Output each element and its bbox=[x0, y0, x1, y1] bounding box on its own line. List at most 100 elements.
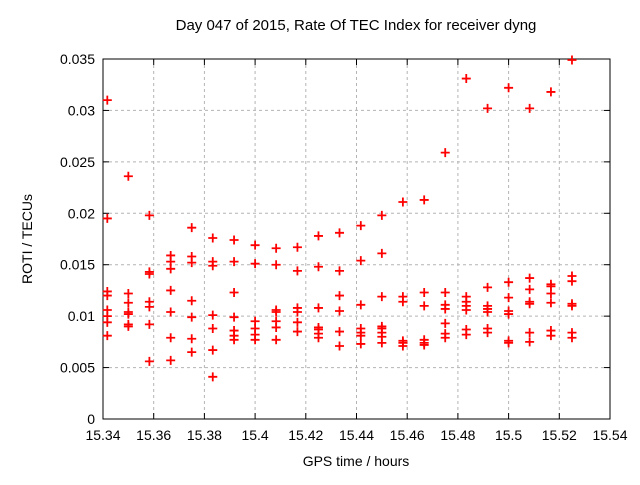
x-tick-label: 15.36 bbox=[136, 427, 171, 443]
data-point-marker bbox=[398, 341, 408, 351]
data-point-marker bbox=[525, 284, 535, 294]
data-point-marker bbox=[398, 197, 408, 207]
data-point-marker bbox=[440, 333, 450, 343]
axis-ticks bbox=[102, 58, 611, 420]
data-point-marker bbox=[335, 327, 345, 337]
data-point-marker bbox=[313, 262, 323, 272]
data-point-marker bbox=[567, 55, 577, 65]
tick-labels: 15.34 15.36 15.38 15.4 15.42 15.44 15.46 15.48 1… bbox=[60, 51, 628, 443]
data-point-marker bbox=[440, 318, 450, 328]
x-tick-label: 15.44 bbox=[339, 427, 374, 443]
data-point-marker bbox=[504, 338, 514, 348]
gridlines bbox=[103, 59, 610, 419]
data-point-marker bbox=[292, 307, 302, 317]
data-point-marker bbox=[187, 334, 197, 344]
data-point-marker bbox=[546, 289, 556, 299]
data-point-marker bbox=[525, 273, 535, 283]
data-point-marker bbox=[271, 260, 281, 270]
data-point-marker bbox=[483, 103, 493, 113]
data-point-marker bbox=[144, 210, 154, 220]
data-point-marker bbox=[567, 301, 577, 311]
data-point-marker bbox=[166, 307, 176, 317]
data-point-marker bbox=[504, 277, 514, 287]
data-point-marker bbox=[377, 248, 387, 258]
data-point-marker bbox=[271, 335, 281, 345]
data-point-marker bbox=[356, 221, 366, 231]
x-tick-label: 15.52 bbox=[542, 427, 577, 443]
data-point-marker bbox=[229, 335, 239, 345]
x-tick-label: 15.54 bbox=[592, 427, 627, 443]
data-point-marker bbox=[356, 339, 366, 349]
data-point-marker bbox=[271, 307, 281, 317]
data-point-marker bbox=[166, 355, 176, 365]
data-point-marker bbox=[166, 264, 176, 274]
y-tick-label: 0.03 bbox=[68, 102, 95, 118]
data-point-marker bbox=[144, 356, 154, 366]
data-point-marker bbox=[419, 287, 429, 297]
x-tick-label: 15.34 bbox=[85, 427, 120, 443]
data-point-marker bbox=[546, 331, 556, 341]
data-point-marker bbox=[504, 83, 514, 93]
data-point-marker bbox=[440, 287, 450, 297]
data-point-marker bbox=[313, 303, 323, 313]
data-point-marker bbox=[461, 74, 471, 84]
data-point-marker bbox=[525, 328, 535, 338]
y-tick-label: 0 bbox=[87, 411, 95, 427]
data-point-marker bbox=[144, 269, 154, 279]
data-point-marker bbox=[102, 213, 112, 223]
data-point-marker bbox=[461, 305, 471, 315]
data-point-marker bbox=[419, 195, 429, 205]
data-point-marker bbox=[377, 338, 387, 348]
data-point-marker bbox=[313, 333, 323, 343]
data-point-marker bbox=[504, 309, 514, 319]
data-point-marker bbox=[356, 331, 366, 341]
data-point-marker bbox=[335, 228, 345, 238]
data-point-marker bbox=[250, 335, 260, 345]
data-point-marker bbox=[335, 341, 345, 351]
x-tick-label: 15.42 bbox=[288, 427, 323, 443]
data-point-marker bbox=[419, 340, 429, 350]
data-point-marker bbox=[504, 293, 514, 303]
data-point-marker bbox=[377, 292, 387, 302]
data-point-marker bbox=[335, 266, 345, 276]
y-tick-label: 0.005 bbox=[60, 360, 95, 376]
x-tick-label: 15.5 bbox=[495, 427, 522, 443]
data-point-marker bbox=[461, 330, 471, 340]
data-point-marker bbox=[208, 310, 218, 320]
data-point-marker bbox=[483, 307, 493, 317]
data-point-marker bbox=[208, 233, 218, 243]
y-tick-label: 0.02 bbox=[68, 205, 95, 221]
data-point-marker bbox=[229, 287, 239, 297]
y-tick-label: 0.035 bbox=[60, 51, 95, 67]
data-point-marker bbox=[271, 322, 281, 332]
data-point-marker bbox=[440, 148, 450, 158]
data-point-marker bbox=[292, 266, 302, 276]
data-point-marker bbox=[208, 261, 218, 271]
data-point-marker bbox=[292, 317, 302, 327]
data-point-marker bbox=[208, 372, 218, 382]
data-point-marker bbox=[525, 299, 535, 309]
data-point-marker bbox=[483, 282, 493, 292]
y-tick-label: 0.025 bbox=[60, 154, 95, 170]
y-tick-label: 0.015 bbox=[60, 257, 95, 273]
data-point-marker bbox=[546, 298, 556, 308]
data-point-marker bbox=[525, 337, 535, 347]
data-point-marker bbox=[123, 298, 133, 308]
data-point-marker bbox=[144, 319, 154, 329]
data-point-marker bbox=[292, 242, 302, 252]
data-point-marker bbox=[546, 87, 556, 97]
data-point-marker bbox=[123, 321, 133, 331]
data-point-marker bbox=[229, 235, 239, 245]
data-point-marker bbox=[356, 300, 366, 310]
data-point-marker bbox=[313, 231, 323, 241]
data-point-marker bbox=[335, 291, 345, 301]
x-tick-label: 15.48 bbox=[440, 427, 475, 443]
data-point-marker bbox=[398, 297, 408, 307]
data-point-marker bbox=[144, 302, 154, 312]
data-point-marker bbox=[187, 347, 197, 357]
data-point-marker bbox=[356, 256, 366, 266]
data-point-marker bbox=[483, 328, 493, 338]
data-point-marker bbox=[525, 103, 535, 113]
x-tick-label: 15.38 bbox=[187, 427, 222, 443]
